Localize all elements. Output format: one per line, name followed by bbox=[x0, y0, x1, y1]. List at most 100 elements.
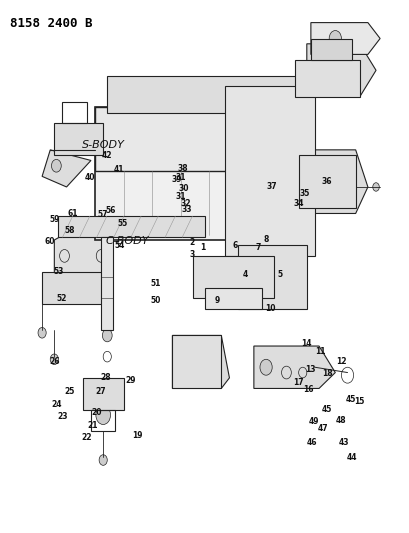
Polygon shape bbox=[229, 256, 302, 298]
Circle shape bbox=[96, 406, 110, 424]
Ellipse shape bbox=[167, 79, 189, 109]
Text: 40: 40 bbox=[85, 173, 95, 182]
Text: 60: 60 bbox=[44, 237, 54, 246]
Text: 7: 7 bbox=[255, 244, 260, 253]
Text: 13: 13 bbox=[305, 366, 315, 374]
Text: 17: 17 bbox=[292, 377, 303, 386]
Bar bbox=[225, 86, 314, 256]
Text: 34: 34 bbox=[293, 199, 303, 208]
Bar bbox=[172, 335, 221, 389]
Ellipse shape bbox=[128, 79, 151, 109]
Circle shape bbox=[61, 130, 76, 149]
Ellipse shape bbox=[244, 79, 266, 109]
Text: 56: 56 bbox=[105, 206, 115, 215]
Circle shape bbox=[317, 168, 334, 190]
Text: 32: 32 bbox=[180, 199, 190, 208]
Circle shape bbox=[121, 126, 150, 163]
Ellipse shape bbox=[109, 78, 137, 105]
Circle shape bbox=[193, 268, 208, 287]
Text: 35: 35 bbox=[299, 189, 309, 198]
Text: 43: 43 bbox=[337, 438, 348, 447]
Text: 26: 26 bbox=[49, 358, 59, 367]
Text: 49: 49 bbox=[308, 417, 319, 426]
Circle shape bbox=[179, 350, 193, 369]
Text: 39: 39 bbox=[171, 174, 181, 183]
Text: 11: 11 bbox=[314, 347, 325, 356]
Text: 44: 44 bbox=[346, 453, 357, 462]
Polygon shape bbox=[253, 346, 335, 389]
Text: 28: 28 bbox=[100, 373, 110, 382]
Polygon shape bbox=[310, 22, 379, 54]
Bar bbox=[101, 237, 113, 330]
Bar bbox=[91, 410, 115, 431]
Text: 8158 2400 B: 8158 2400 B bbox=[9, 17, 92, 30]
Text: 3: 3 bbox=[189, 251, 194, 260]
Text: 46: 46 bbox=[306, 438, 316, 447]
Ellipse shape bbox=[144, 78, 172, 105]
Text: 23: 23 bbox=[57, 411, 67, 421]
Bar bbox=[54, 123, 103, 155]
Bar bbox=[237, 245, 306, 309]
Bar bbox=[298, 155, 355, 208]
Text: 36: 36 bbox=[321, 177, 332, 186]
Text: 47: 47 bbox=[317, 424, 328, 433]
Text: 53: 53 bbox=[53, 268, 63, 276]
Bar bbox=[310, 38, 351, 60]
Text: 45: 45 bbox=[345, 394, 355, 403]
Text: 22: 22 bbox=[81, 433, 92, 442]
Bar bbox=[294, 60, 359, 97]
Text: 55: 55 bbox=[117, 219, 128, 228]
Circle shape bbox=[319, 62, 334, 81]
Circle shape bbox=[328, 30, 341, 46]
Polygon shape bbox=[42, 150, 91, 187]
Circle shape bbox=[102, 329, 112, 342]
Bar bbox=[107, 76, 302, 113]
Circle shape bbox=[241, 271, 253, 287]
Polygon shape bbox=[306, 44, 375, 97]
Text: 37: 37 bbox=[265, 182, 276, 191]
Circle shape bbox=[109, 171, 125, 192]
Ellipse shape bbox=[205, 79, 228, 109]
Bar bbox=[62, 102, 87, 123]
Ellipse shape bbox=[178, 78, 207, 105]
Text: 19: 19 bbox=[132, 431, 143, 440]
Polygon shape bbox=[306, 150, 367, 214]
Text: 8: 8 bbox=[263, 236, 268, 245]
Bar bbox=[192, 256, 274, 298]
Text: 41: 41 bbox=[113, 166, 124, 174]
Text: 20: 20 bbox=[92, 408, 102, 417]
Circle shape bbox=[259, 359, 272, 375]
Text: 58: 58 bbox=[64, 226, 75, 235]
Text: 54: 54 bbox=[114, 241, 124, 250]
Polygon shape bbox=[54, 224, 111, 304]
Text: 31: 31 bbox=[175, 173, 185, 182]
Text: 52: 52 bbox=[56, 294, 67, 303]
Text: 6: 6 bbox=[231, 241, 237, 250]
Text: 50: 50 bbox=[150, 296, 160, 305]
Text: 48: 48 bbox=[335, 416, 346, 425]
Text: 24: 24 bbox=[51, 400, 61, 409]
Text: 59: 59 bbox=[49, 215, 59, 224]
Text: C-BODY: C-BODY bbox=[106, 236, 149, 246]
Text: 1: 1 bbox=[200, 244, 205, 253]
Text: 42: 42 bbox=[102, 151, 112, 160]
Text: 27: 27 bbox=[96, 386, 106, 395]
Text: 61: 61 bbox=[67, 209, 78, 218]
Text: 25: 25 bbox=[65, 386, 75, 395]
Text: 15: 15 bbox=[354, 397, 364, 406]
Circle shape bbox=[99, 455, 107, 465]
Text: 12: 12 bbox=[335, 358, 346, 367]
Ellipse shape bbox=[213, 78, 241, 105]
Circle shape bbox=[50, 354, 58, 365]
Text: 31: 31 bbox=[175, 192, 185, 201]
Text: 14: 14 bbox=[300, 339, 310, 348]
Text: 9: 9 bbox=[214, 296, 219, 305]
Bar bbox=[58, 216, 204, 237]
Text: 18: 18 bbox=[321, 369, 332, 378]
Text: 4: 4 bbox=[243, 270, 248, 279]
Circle shape bbox=[99, 158, 135, 206]
Text: 16: 16 bbox=[303, 385, 313, 394]
Circle shape bbox=[52, 159, 61, 172]
Text: 45: 45 bbox=[321, 405, 332, 414]
Circle shape bbox=[56, 277, 72, 298]
